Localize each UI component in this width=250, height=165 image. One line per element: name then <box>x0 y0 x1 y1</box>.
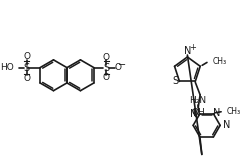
Text: H₂N: H₂N <box>190 96 206 105</box>
Text: N: N <box>223 120 230 130</box>
Text: O: O <box>114 63 121 72</box>
Text: S: S <box>172 76 179 86</box>
Text: S: S <box>24 63 30 73</box>
Text: CH₃: CH₃ <box>227 107 241 116</box>
Text: O: O <box>103 53 110 62</box>
Text: −: − <box>118 60 126 70</box>
Text: N: N <box>184 46 191 56</box>
Text: N: N <box>193 108 200 118</box>
Text: HO: HO <box>0 63 14 72</box>
Text: O: O <box>23 74 30 83</box>
Text: +: + <box>189 43 196 52</box>
Text: S: S <box>103 63 110 73</box>
Text: N: N <box>213 108 220 118</box>
Text: O: O <box>23 52 30 62</box>
Text: CH₃: CH₃ <box>213 57 227 66</box>
Text: OH: OH <box>191 108 205 117</box>
Text: N: N <box>190 109 197 119</box>
Text: O: O <box>103 73 110 82</box>
